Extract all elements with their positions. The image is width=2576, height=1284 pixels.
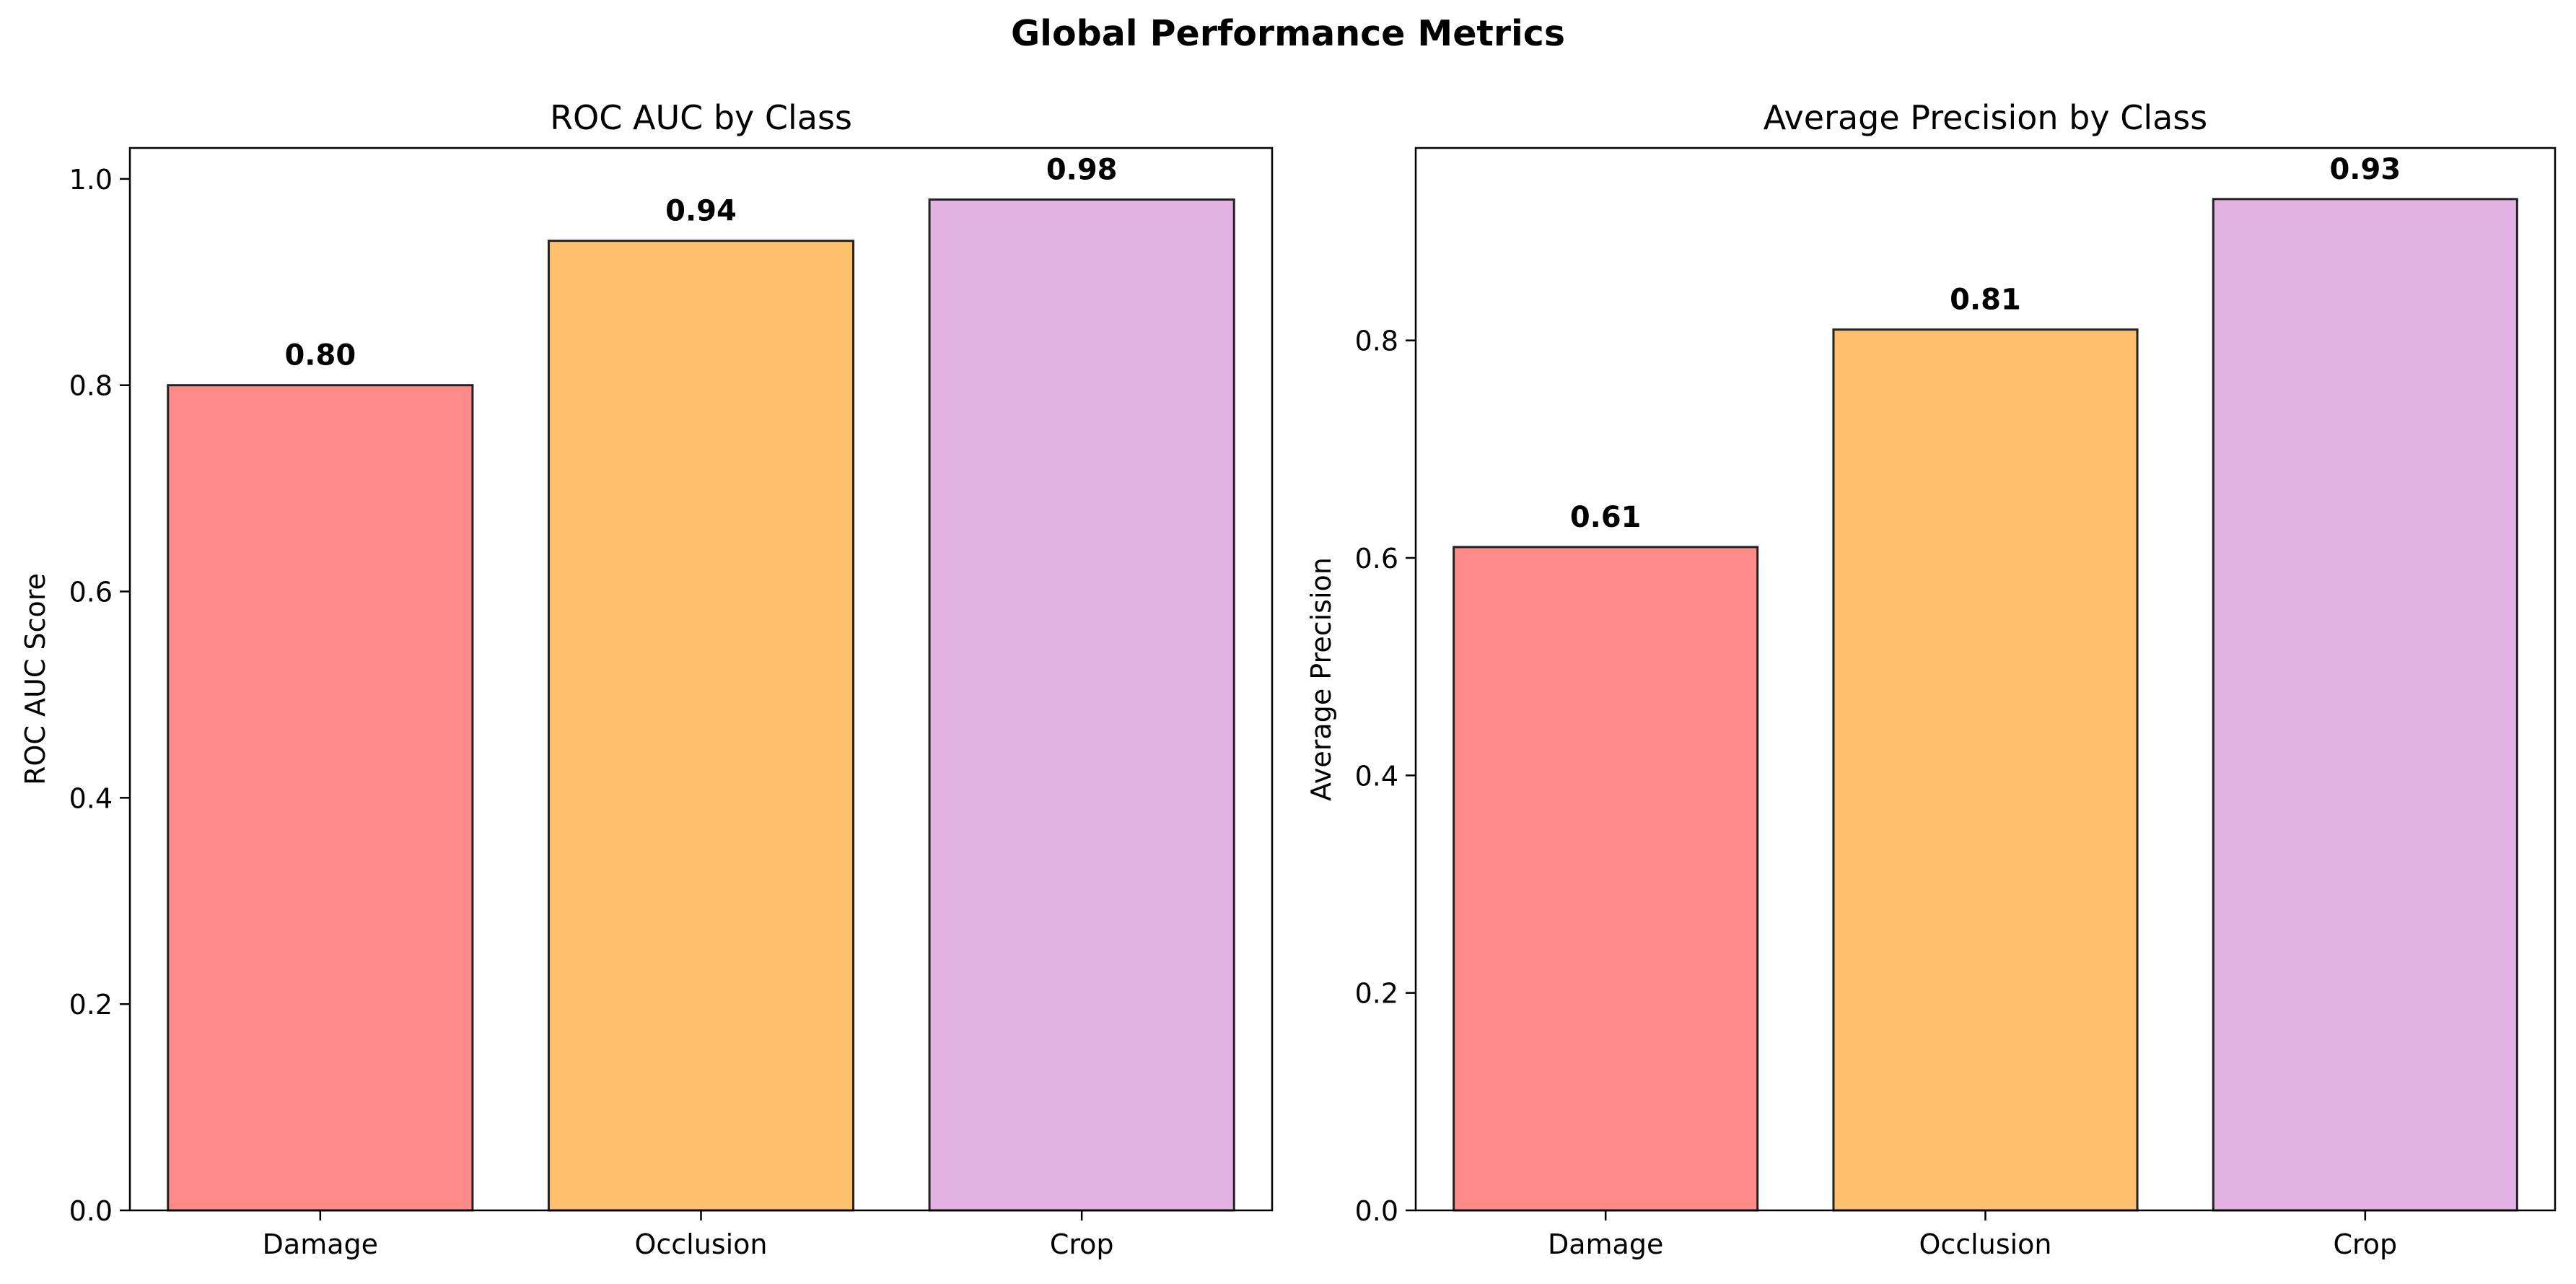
roc-auc-ylabel: ROC AUC Score (19, 573, 51, 785)
avg-precision-ytick-label: 0.0 (1355, 1195, 1398, 1227)
roc-auc-xtick-label: Occlusion (634, 1228, 767, 1260)
avg-precision-value-label: 0.61 (1570, 501, 1642, 534)
roc-auc-value-label: 0.98 (1046, 153, 1118, 186)
avg-precision-bar-occlusion (1832, 328, 2139, 1212)
figure-title: Global Performance Metrics (1010, 13, 1566, 54)
avg-precision-chart-title: Average Precision by Class (1764, 98, 2207, 137)
roc-auc-ytick-label: 0.2 (69, 989, 113, 1021)
avg-precision-ytick-label: 0.6 (1355, 543, 1398, 575)
avg-precision-ytick-label: 0.2 (1355, 978, 1398, 1010)
roc-auc-ytick-label: 0.6 (69, 577, 113, 608)
roc-auc-chart-title: ROC AUC by Class (550, 98, 852, 137)
roc-auc-value-label: 0.80 (284, 339, 356, 372)
roc-auc-bar-occlusion (547, 240, 855, 1212)
roc-auc-bar-crop (928, 198, 1235, 1212)
avg-precision-xtick-label: Crop (2333, 1228, 2397, 1260)
avg-precision-ytick-label: 0.8 (1355, 326, 1398, 357)
roc-auc-xtick-label: Crop (1050, 1228, 1114, 1260)
avg-precision-ylabel: Average Precision (1305, 557, 1337, 801)
roc-auc-xtick-label: Damage (263, 1228, 378, 1260)
avg-precision-ytick-label: 0.4 (1355, 760, 1398, 792)
roc-auc-ytick-label: 0.8 (69, 370, 113, 402)
avg-precision-bar-crop (2212, 198, 2518, 1212)
avg-precision-bar-damage (1453, 546, 1759, 1212)
avg-precision-xtick-label: Occlusion (1919, 1228, 2051, 1260)
avg-precision-value-label: 0.81 (1950, 284, 2021, 317)
roc-auc-value-label: 0.94 (665, 195, 737, 228)
roc-auc-bar-damage (167, 384, 474, 1212)
roc-auc-ytick-label: 0.0 (69, 1195, 113, 1227)
avg-precision-xtick-label: Damage (1548, 1228, 1663, 1260)
avg-precision-value-label: 0.93 (2329, 153, 2401, 186)
roc-auc-ytick-label: 1.0 (69, 164, 113, 196)
roc-auc-ytick-label: 0.4 (69, 782, 113, 814)
